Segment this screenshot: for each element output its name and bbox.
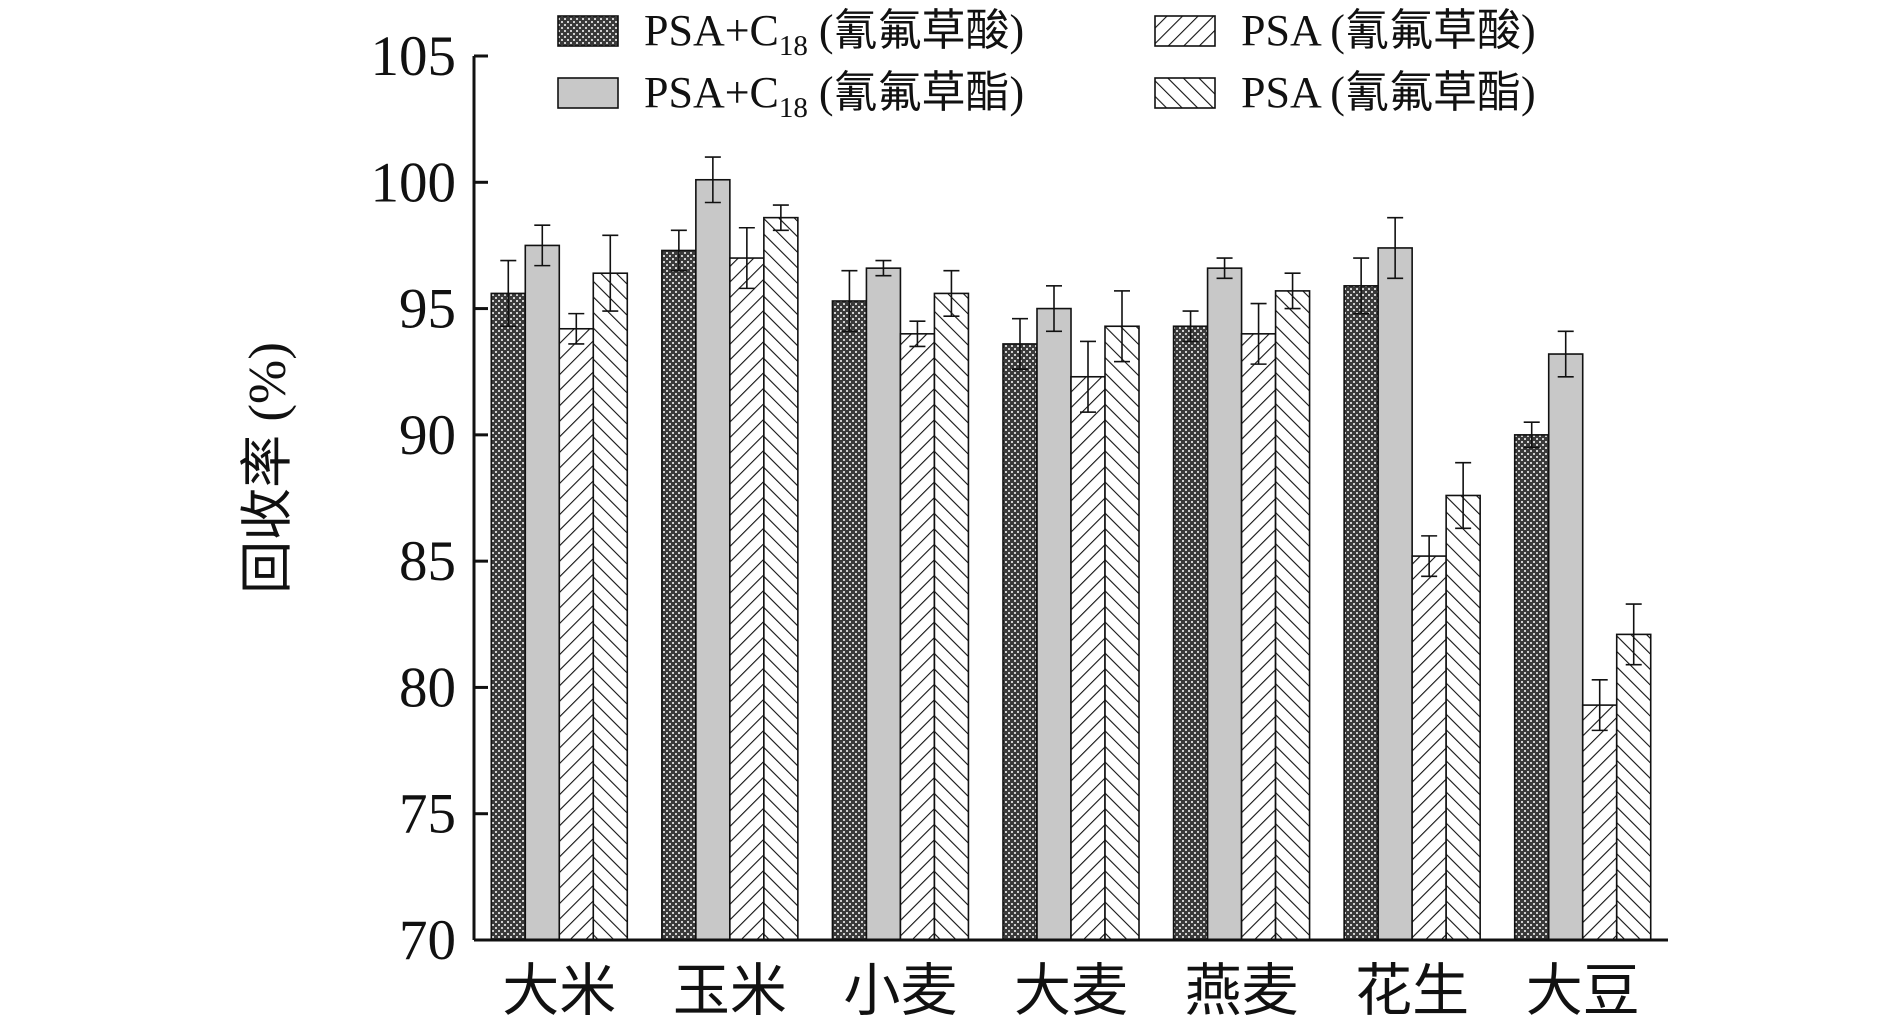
- legend-swatch-solid-gray: [557, 77, 619, 109]
- x-category-label-4: 燕麦: [1185, 960, 1299, 1023]
- bar-back-hatch-5: [1445, 494, 1481, 941]
- y-tick-label-75: 75: [399, 783, 456, 846]
- bar-dense-dots-0: [490, 292, 527, 941]
- y-tick-label-95: 95: [399, 278, 456, 341]
- legend-label-back-hatch: PSA (氰氟草酯): [1241, 68, 1536, 117]
- legend-swatch-back-hatch: [1154, 77, 1216, 109]
- y-axis-label: 回收率 (%): [239, 342, 297, 594]
- x-category-label-0: 大米: [502, 960, 616, 1023]
- x-category-label-5: 花生: [1355, 960, 1469, 1023]
- bar-dense-dots-2: [831, 300, 868, 941]
- bar-solid-gray-5: [1377, 247, 1413, 941]
- bar-solid-gray-0: [524, 244, 561, 941]
- legend-swatch-dense-dots: [557, 15, 619, 47]
- y-tick-label-100: 100: [371, 151, 457, 214]
- plot-area: [490, 156, 1652, 941]
- bar-back-hatch-6: [1615, 633, 1652, 941]
- axes: 70 75 80 85 90 95 100 105 大米 玉米 小麦 大麦 燕麦 花生 大豆: [371, 25, 1668, 1023]
- bar-dense-dots-3: [1002, 343, 1038, 941]
- y-tick-label-70: 70: [399, 909, 456, 972]
- legend-swatch-forward-hatch: [1154, 15, 1216, 47]
- bar-dense-dots-6: [1513, 434, 1550, 941]
- bar-solid-gray-1: [695, 178, 731, 941]
- legend-label-forward-hatch: PSA (氰氟草酸): [1241, 6, 1536, 55]
- bar-solid-gray-2: [865, 267, 902, 941]
- bar-forward-hatch-1: [729, 257, 765, 941]
- bar-back-hatch-0: [592, 272, 629, 941]
- bar-back-hatch-4: [1274, 290, 1311, 941]
- bar-forward-hatch-0: [558, 327, 595, 941]
- bar-dense-dots-1: [661, 249, 697, 941]
- bar-forward-hatch-6: [1581, 704, 1618, 941]
- y-tick-label-90: 90: [399, 404, 456, 467]
- bar-dense-dots-4: [1172, 325, 1209, 941]
- bar-solid-gray-4: [1206, 267, 1243, 941]
- bar-dense-dots-5: [1343, 285, 1379, 941]
- x-category-label-1: 玉米: [673, 960, 787, 1023]
- bar-back-hatch-3: [1104, 325, 1140, 941]
- y-tick-label-80: 80: [399, 656, 456, 719]
- bar-solid-gray-6: [1547, 353, 1584, 941]
- legend-label-dense-dots: PSA+C18 (氰氟草酸): [644, 6, 1024, 62]
- bar-back-hatch-1: [763, 216, 799, 941]
- bar-forward-hatch-4: [1240, 333, 1277, 941]
- bar-back-hatch-2: [933, 292, 970, 941]
- x-category-label-6: 大豆: [1526, 960, 1640, 1023]
- legend: PSA+C18 (氰氟草酸) PSA (氰氟草酸) PSA+C18 (氰氟草酯) PS…: [557, 6, 1536, 124]
- x-category-label-3: 大麦: [1014, 960, 1128, 1023]
- bar-forward-hatch-5: [1411, 555, 1447, 941]
- legend-label-solid-gray: PSA+C18 (氰氟草酯): [644, 68, 1024, 124]
- y-tick-label-85: 85: [399, 530, 456, 593]
- bar-forward-hatch-2: [899, 333, 936, 941]
- bar-solid-gray-3: [1036, 307, 1072, 941]
- x-category-label-2: 小麦: [843, 960, 957, 1023]
- y-tick-label-105: 105: [371, 25, 457, 88]
- bar-forward-hatch-3: [1070, 375, 1106, 941]
